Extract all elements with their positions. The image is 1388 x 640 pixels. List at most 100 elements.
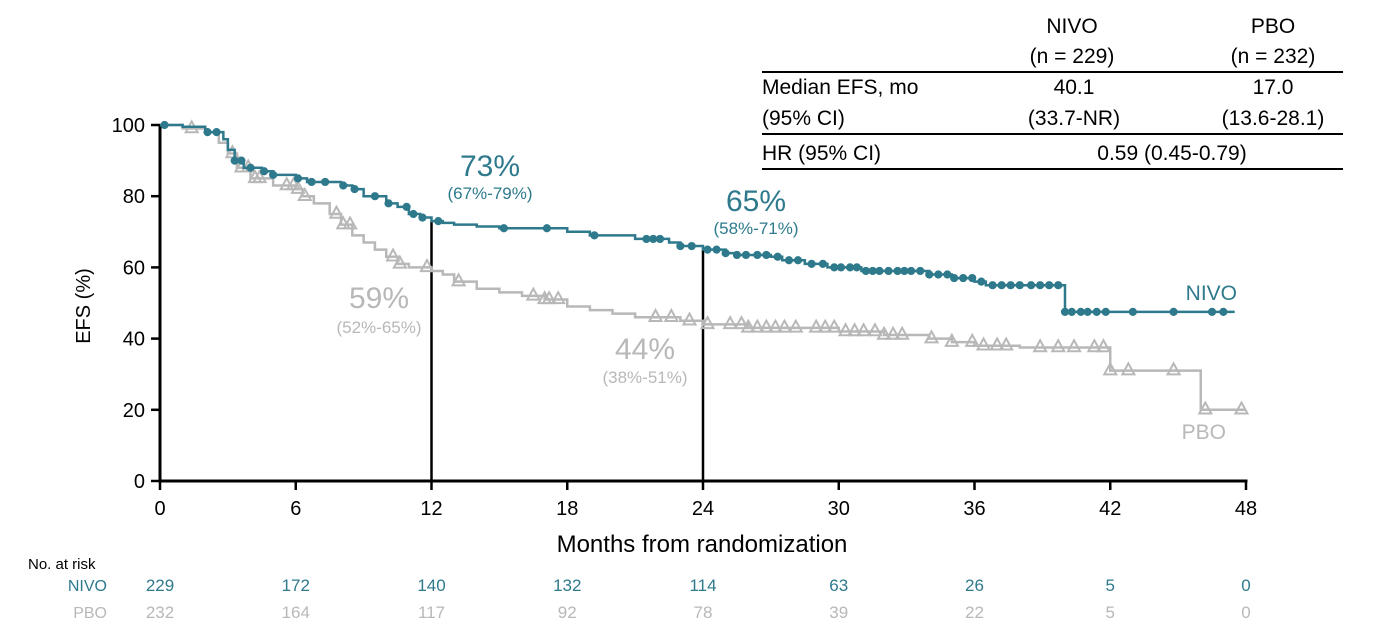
- censor-marker: [703, 245, 712, 254]
- censor-marker: [1076, 307, 1085, 316]
- censor-marker: [826, 318, 842, 333]
- censor-marker: [1026, 281, 1036, 290]
- censor-marker: [1054, 281, 1063, 290]
- censor-marker: [1207, 307, 1217, 316]
- y-tick-label: 0: [134, 471, 145, 493]
- censor-marker: [964, 332, 980, 347]
- censor-marker: [975, 336, 992, 351]
- censor-marker: [732, 250, 742, 260]
- censor-marker: [741, 250, 751, 260]
- censor-marker: [997, 281, 1006, 290]
- annotation-value: 73%: [460, 150, 520, 183]
- censor-marker: [885, 325, 901, 340]
- censor-marker: [1169, 307, 1178, 316]
- censor-marker: [339, 181, 348, 190]
- annotation-value: 65%: [726, 185, 786, 218]
- y-tick-label: 60: [123, 257, 145, 279]
- censor-marker: [1060, 307, 1070, 316]
- censor-marker: [894, 325, 910, 340]
- risk-value-pbo: 92: [558, 603, 577, 622]
- series-label-nivo: NIVO: [1186, 282, 1237, 305]
- censor-marker: [385, 247, 401, 262]
- annotation-value: 59%: [349, 282, 409, 315]
- x-tick-label: 36: [963, 498, 985, 520]
- censor-marker: [307, 177, 316, 187]
- censor-marker: [293, 174, 303, 183]
- censor-marker: [1006, 281, 1015, 290]
- censor-marker: [434, 217, 443, 226]
- stats-header-pbo: PBO: [1251, 15, 1295, 38]
- risk-value-pbo: 78: [694, 603, 713, 622]
- censor-marker: [740, 318, 756, 333]
- censor-marker: [925, 270, 934, 279]
- stats-table: NIVO (n = 229) PBO (n = 232) Median EFS,…: [762, 15, 1343, 170]
- censor-marker: [450, 272, 467, 287]
- censor-marker: [321, 177, 330, 187]
- censor-marker: [876, 325, 892, 340]
- risk-value-nivo: 172: [282, 576, 310, 595]
- censor-marker: [830, 263, 839, 272]
- censor-marker: [259, 167, 269, 176]
- y-tick-label: 80: [123, 186, 145, 208]
- censor-marker: [762, 250, 771, 260]
- annotation-value: 44%: [615, 333, 675, 366]
- risk-value-nivo: 63: [829, 576, 848, 595]
- censor-marker: [1120, 361, 1137, 376]
- risk-value-pbo: 164: [282, 603, 310, 622]
- x-tick-label: 42: [1099, 498, 1121, 520]
- x-tick-label: 30: [828, 498, 850, 520]
- censor-marker: [1036, 281, 1045, 290]
- stats-nivo-ci: (33.7-NR): [1028, 107, 1120, 130]
- censor-marker: [681, 311, 698, 326]
- censor-marker: [837, 322, 854, 337]
- y-tick-label: 40: [123, 329, 145, 351]
- series-layer: [160, 119, 1250, 415]
- censor-marker: [944, 332, 960, 347]
- censor-marker: [590, 231, 599, 240]
- censor-marker: [525, 286, 541, 301]
- series-pbo: [160, 119, 1250, 415]
- censor-marker: [893, 266, 902, 276]
- censor-marker: [875, 266, 884, 276]
- annotation-ci: (52%-65%): [336, 318, 421, 337]
- censor-marker: [230, 156, 239, 165]
- censor-marker: [1101, 307, 1110, 316]
- annotation-ci: (58%-71%): [713, 219, 798, 238]
- risk-value-pbo: 5: [1106, 603, 1115, 622]
- risk-table: No. at risk NIVO PBO 229 172 140 132 114 63 26…: [28, 556, 1251, 622]
- censor-marker: [402, 202, 411, 211]
- censor-marker: [409, 209, 418, 219]
- risk-value-pbo: 39: [829, 603, 848, 622]
- censor-marker: [943, 270, 952, 279]
- risk-value-nivo: 229: [146, 576, 174, 595]
- censor-marker: [642, 234, 651, 244]
- censor-marker: [968, 273, 977, 283]
- censor-marker: [808, 318, 824, 333]
- censor-marker: [246, 163, 255, 172]
- censor-marker: [846, 322, 863, 337]
- censor-marker: [1066, 338, 1082, 353]
- y-ticks: 0 20 40 60 80 100: [112, 115, 160, 493]
- censor-marker: [950, 273, 959, 283]
- censor-marker: [721, 249, 730, 258]
- risk-value-nivo: 5: [1106, 576, 1115, 595]
- censor-marker: [203, 128, 212, 137]
- censor-marker: [550, 290, 566, 305]
- censor-marker: [342, 215, 358, 230]
- censor-marker: [160, 120, 169, 130]
- censor-marker: [855, 322, 872, 337]
- censor-marker: [959, 273, 968, 283]
- censor-marker: [328, 204, 345, 219]
- censor-marker: [907, 266, 916, 276]
- censor-marker: [418, 213, 427, 222]
- censor-marker: [1050, 338, 1066, 353]
- censor-marker: [1045, 281, 1054, 290]
- censor-marker: [867, 322, 883, 337]
- stats-hr-label: HR (95% CI): [762, 142, 881, 165]
- censor-marker: [753, 250, 762, 260]
- censor-marker: [1015, 281, 1024, 290]
- annotation-ci: (38%-51%): [602, 368, 687, 387]
- censor-marker: [773, 252, 782, 261]
- risk-value-pbo: 0: [1241, 603, 1250, 622]
